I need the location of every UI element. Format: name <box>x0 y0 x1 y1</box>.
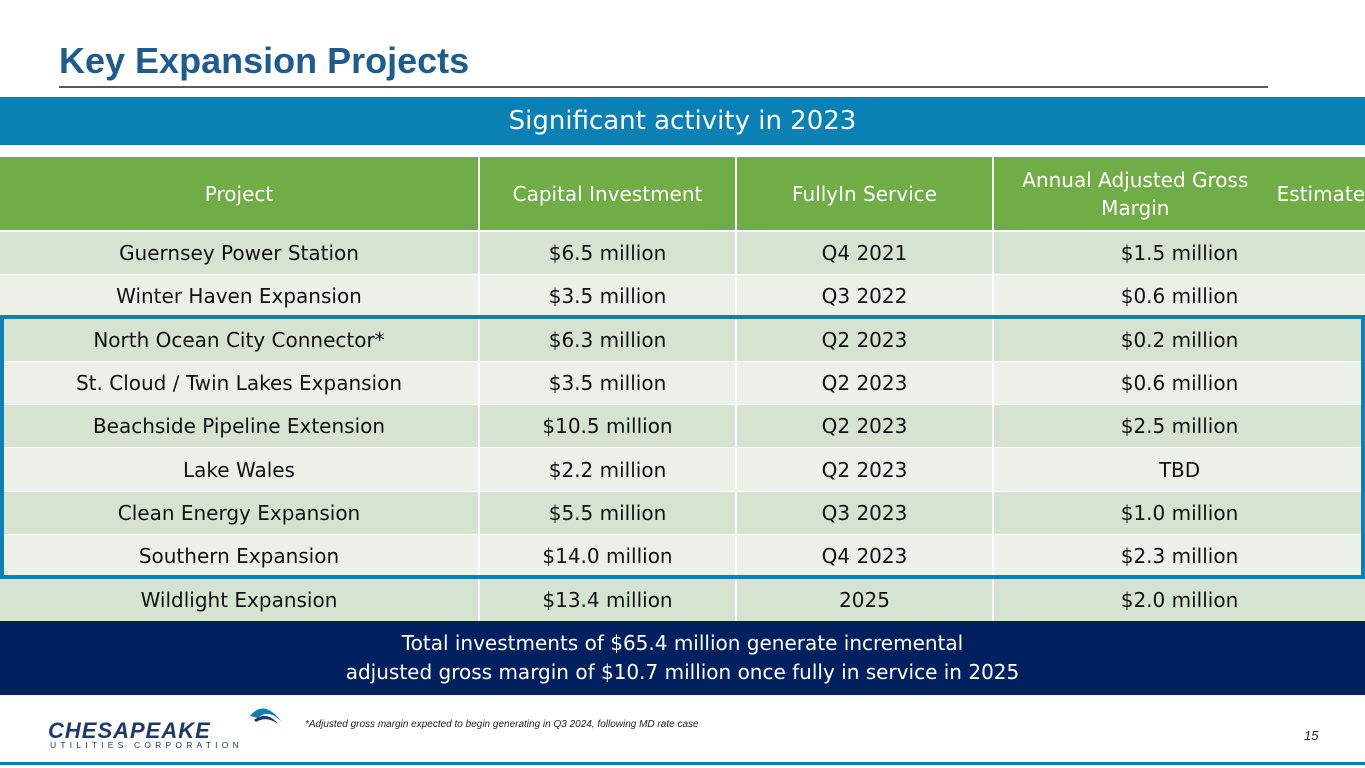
margin-cell: $2.5 million <box>994 405 1365 448</box>
project-cell: North Ocean City Connector* <box>0 318 480 361</box>
capital-cell: $6.5 million <box>480 232 737 275</box>
table-row: Wildlight Expansion $13.4 million 2025 $… <box>0 578 1365 622</box>
margin-cell: $2.0 million <box>994 578 1365 621</box>
table-row: Southern Expansion $14.0 million Q4 2023… <box>0 535 1365 579</box>
title-divider <box>59 86 1268 88</box>
project-cell: Beachside Pipeline Extension <box>0 405 480 448</box>
service-cell: Q4 2023 <box>737 535 994 578</box>
table-row: St. Cloud / Twin Lakes Expansion $3.5 mi… <box>0 361 1365 406</box>
header-gross-margin-estimate: Annual Adjusted Gross Margin Estimate <box>994 157 1365 230</box>
project-cell: Lake Wales <box>0 448 480 491</box>
capital-cell: $6.3 million <box>480 318 737 361</box>
header-capital-investment: Capital Investment <box>480 157 737 230</box>
margin-cell: $1.0 million <box>994 491 1365 535</box>
project-cell: Winter Haven Expansion <box>0 275 480 318</box>
logo-subtitle: UTILITIES CORPORATION <box>50 740 243 750</box>
project-cell: Guernsey Power Station <box>0 232 480 275</box>
service-cell: Q2 2023 <box>737 448 994 491</box>
margin-cell: $0.2 million <box>994 318 1365 361</box>
margin-cell: $1.5 million <box>994 232 1365 275</box>
summary-line-1: Total investments of $65.4 million gener… <box>401 631 964 655</box>
project-cell: Clean Energy Expansion <box>0 491 480 535</box>
table-row: North Ocean City Connector* $6.3 million… <box>0 318 1365 362</box>
capital-cell: $3.5 million <box>480 275 737 318</box>
activity-banner: Significant activity in 2023 <box>0 97 1365 145</box>
projects-table: Project Capital Investment Fully In Serv… <box>0 157 1365 622</box>
table-row: Lake Wales $2.2 million Q2 2023 TBD <box>0 448 1365 492</box>
header-project: Project <box>0 157 480 230</box>
footnote: *Adjusted gross margin expected to begin… <box>305 719 699 730</box>
table-row: Winter Haven Expansion $3.5 million Q3 2… <box>0 275 1365 319</box>
banner-text: Significant activity in 2023 <box>508 106 857 136</box>
table-header-row: Project Capital Investment Fully In Serv… <box>0 157 1365 232</box>
table-row: Guernsey Power Station $6.5 million Q4 2… <box>0 232 1365 276</box>
slide-title: Key Expansion Projects <box>59 40 470 81</box>
margin-cell: $2.3 million <box>994 535 1365 578</box>
logo-wordmark: CHESAPEAKE <box>48 718 211 743</box>
service-cell: Q2 2023 <box>737 405 994 448</box>
bird-icon <box>250 708 282 724</box>
capital-cell: $3.5 million <box>480 361 737 405</box>
margin-cell: $0.6 million <box>994 275 1365 318</box>
capital-cell: $2.2 million <box>480 448 737 491</box>
page-number: 15 <box>1304 728 1319 743</box>
table-row: Clean Energy Expansion $5.5 million Q3 2… <box>0 491 1365 536</box>
company-logo: CHESAPEAKE UTILITIES CORPORATION <box>48 702 288 750</box>
service-cell: Q3 2022 <box>737 275 994 318</box>
capital-cell: $5.5 million <box>480 491 737 535</box>
project-cell: Wildlight Expansion <box>0 578 480 621</box>
capital-cell: $14.0 million <box>480 535 737 578</box>
capital-cell: $13.4 million <box>480 578 737 621</box>
service-cell: Q3 2023 <box>737 491 994 535</box>
project-cell: St. Cloud / Twin Lakes Expansion <box>0 361 480 405</box>
service-cell: Q2 2023 <box>737 318 994 361</box>
project-cell: Southern Expansion <box>0 535 480 578</box>
service-cell: Q2 2023 <box>737 361 994 405</box>
summary-banner: Total investments of $65.4 million gener… <box>0 621 1365 695</box>
margin-cell: TBD <box>994 448 1365 491</box>
bottom-divider <box>0 762 1365 765</box>
capital-cell: $10.5 million <box>480 405 737 448</box>
service-cell: 2025 <box>737 578 994 621</box>
margin-cell: $0.6 million <box>994 361 1365 405</box>
header-fully-in-service: Fully In Service <box>737 157 994 230</box>
service-cell: Q4 2021 <box>737 232 994 275</box>
summary-line-2: adjusted gross margin of $10.7 million o… <box>345 660 1020 684</box>
table-row: Beachside Pipeline Extension $10.5 milli… <box>0 405 1365 449</box>
